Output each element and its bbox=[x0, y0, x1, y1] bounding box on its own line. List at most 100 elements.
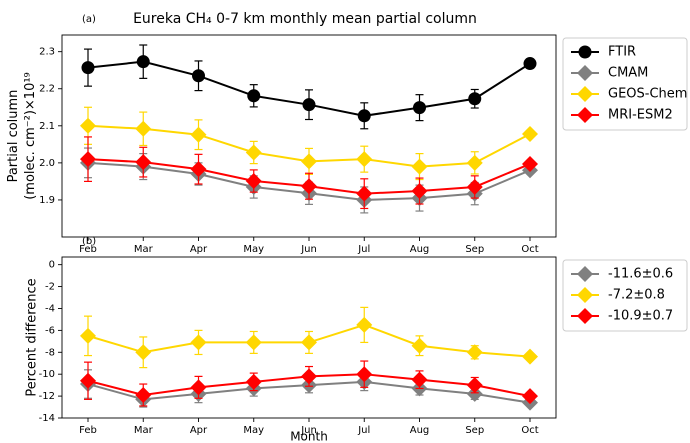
x-tick-label: Jul bbox=[357, 244, 370, 255]
x-tick-label: Jun bbox=[300, 244, 317, 255]
x-tick-label: May bbox=[243, 425, 264, 436]
marker bbox=[80, 151, 96, 168]
marker bbox=[81, 61, 95, 75]
marker bbox=[411, 371, 428, 388]
legend-marker bbox=[577, 86, 593, 102]
marker bbox=[301, 178, 317, 195]
marker bbox=[466, 385, 483, 402]
legend-label: -11.6±0.6 bbox=[608, 267, 673, 282]
marker bbox=[522, 125, 538, 142]
y-tick-label: 0 bbox=[49, 260, 55, 271]
y-tick-label: -8 bbox=[45, 347, 55, 358]
legend-marker bbox=[577, 308, 593, 324]
y-tick-label: -4 bbox=[45, 303, 55, 314]
y-tick-label: 2.2 bbox=[39, 84, 55, 95]
legend-box bbox=[562, 259, 688, 332]
legend-box bbox=[562, 37, 688, 131]
marker bbox=[245, 144, 262, 161]
panel-label: (a) bbox=[82, 14, 96, 25]
x-tick-label: Apr bbox=[190, 244, 208, 255]
marker bbox=[245, 173, 262, 190]
marker bbox=[190, 379, 207, 396]
marker bbox=[523, 57, 537, 71]
marker bbox=[190, 161, 207, 178]
x-tick-label: Oct bbox=[521, 244, 538, 255]
x-tick-label: Oct bbox=[521, 425, 538, 436]
y-tick-label: -6 bbox=[45, 325, 55, 336]
marker bbox=[357, 109, 371, 123]
y-tick-label: 2.0 bbox=[39, 158, 55, 169]
marker bbox=[301, 334, 317, 351]
x-tick-label: Sep bbox=[465, 425, 484, 436]
y-tick-label: 2.3 bbox=[39, 47, 55, 58]
legend-marker bbox=[577, 287, 593, 303]
legend-marker bbox=[577, 107, 593, 123]
chart-title: Eureka CH₄ 0-7 km monthly mean partial c… bbox=[133, 11, 477, 27]
legend-label: GEOS-Chem bbox=[608, 87, 687, 102]
marker bbox=[301, 368, 317, 385]
marker bbox=[522, 155, 538, 172]
marker bbox=[245, 373, 262, 390]
y-axis-label: (molec. cm⁻²)×10¹⁹ bbox=[23, 72, 38, 200]
marker bbox=[466, 154, 483, 171]
marker bbox=[411, 183, 428, 200]
legend-label: -7.2±0.8 bbox=[608, 288, 665, 303]
marker bbox=[135, 344, 152, 361]
marker bbox=[466, 377, 483, 394]
marker bbox=[413, 101, 426, 115]
plot-frame bbox=[61, 34, 557, 238]
marker bbox=[522, 388, 538, 405]
marker bbox=[135, 120, 152, 137]
y-tick-label: 1.9 bbox=[39, 195, 55, 206]
y-tick-label: -10 bbox=[39, 369, 55, 380]
legend-label: CMAM bbox=[608, 66, 648, 81]
legend-marker bbox=[577, 266, 593, 282]
legend-label: FTIR bbox=[608, 45, 636, 60]
x-axis-label: Month bbox=[290, 430, 328, 443]
y-tick-label: -2 bbox=[45, 282, 55, 293]
y-tick-label: -12 bbox=[39, 391, 55, 402]
marker bbox=[411, 158, 428, 175]
x-tick-label: Jun bbox=[300, 425, 317, 436]
x-tick-label: Aug bbox=[410, 244, 430, 255]
x-tick-label: May bbox=[243, 244, 264, 255]
y-axis-label: Partial column bbox=[6, 90, 21, 183]
x-tick-label: Jul bbox=[357, 425, 370, 436]
x-tick-label: Apr bbox=[190, 425, 208, 436]
marker bbox=[466, 178, 483, 195]
x-tick-label: Mar bbox=[134, 425, 154, 436]
x-tick-label: Mar bbox=[134, 244, 154, 255]
panel-label: (b) bbox=[82, 236, 96, 247]
marker bbox=[356, 316, 373, 333]
x-tick-label: Feb bbox=[79, 244, 97, 255]
marker bbox=[80, 372, 96, 389]
marker bbox=[466, 344, 483, 361]
legend-label: -10.9±0.7 bbox=[608, 309, 673, 324]
marker bbox=[135, 387, 152, 403]
marker bbox=[356, 185, 373, 202]
legend-marker bbox=[578, 45, 592, 59]
marker bbox=[136, 55, 150, 69]
y-tick-label: -14 bbox=[39, 413, 55, 424]
marker bbox=[247, 89, 261, 103]
marker bbox=[468, 92, 482, 106]
y-axis-label: Percent difference bbox=[25, 278, 40, 396]
marker bbox=[80, 117, 96, 134]
y-tick-label: 2.1 bbox=[39, 121, 55, 132]
marker bbox=[302, 98, 316, 112]
marker bbox=[522, 348, 538, 365]
marker bbox=[190, 126, 207, 143]
marker bbox=[192, 69, 205, 83]
marker bbox=[245, 334, 262, 351]
marker bbox=[301, 153, 317, 170]
marker bbox=[356, 151, 373, 168]
marker bbox=[190, 334, 207, 351]
legend-label: MRI-ESM2 bbox=[608, 108, 673, 123]
x-tick-label: Feb bbox=[79, 425, 97, 436]
marker bbox=[80, 327, 96, 344]
marker bbox=[356, 366, 373, 383]
legend-marker bbox=[577, 65, 593, 81]
marker bbox=[411, 337, 428, 354]
x-tick-label: Aug bbox=[410, 425, 430, 436]
